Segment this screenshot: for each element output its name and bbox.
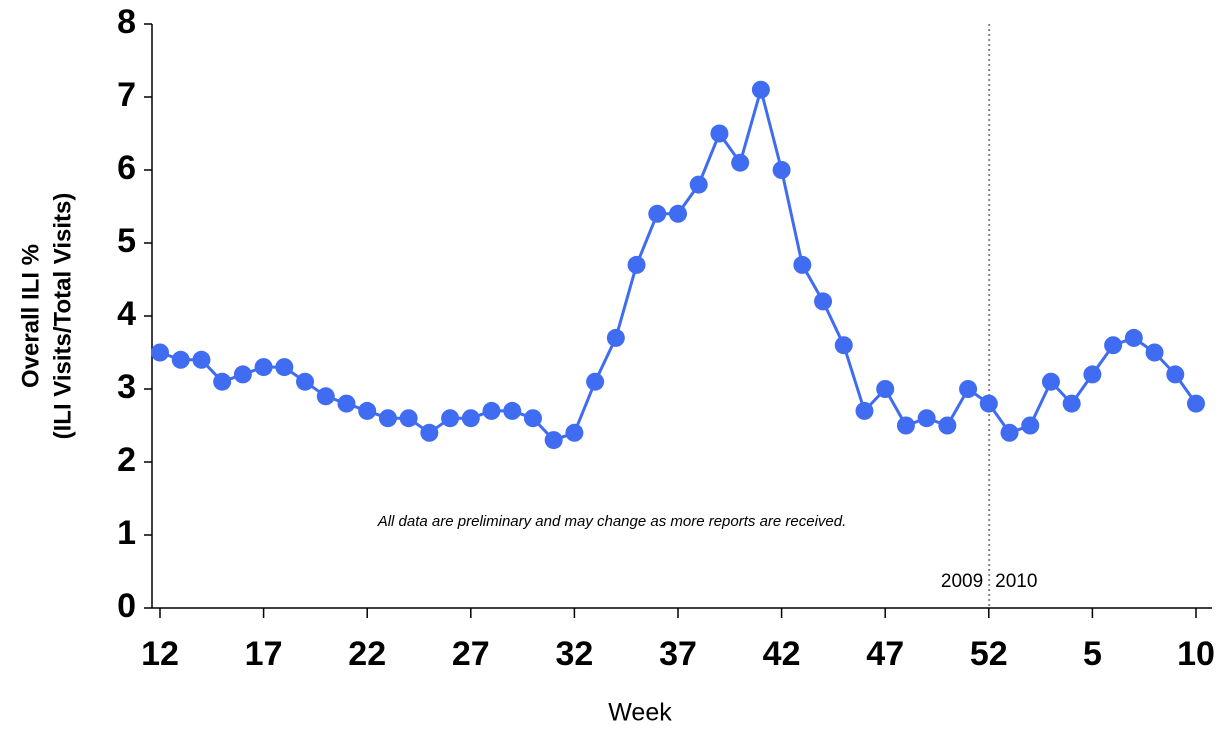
data-point (565, 423, 584, 442)
x-tick-label: 37 (659, 635, 697, 673)
data-point (710, 124, 729, 143)
x-tick-label: 27 (452, 635, 490, 673)
year-label: 2009 (941, 571, 983, 592)
year-label: 2010 (995, 571, 1037, 592)
data-point (669, 204, 687, 223)
y-tick-label: 8 (117, 3, 136, 41)
note: All data are preliminary and may change … (377, 513, 847, 530)
y-tick-label: 3 (117, 368, 136, 406)
data-point (461, 409, 480, 428)
data-point (1021, 416, 1040, 435)
data-point (731, 153, 750, 172)
data-point (586, 372, 605, 391)
data-point (834, 336, 853, 355)
data-point (876, 380, 895, 398)
y-axis-title: (ILI Visits/Total Visits) (49, 193, 76, 440)
data-point (1145, 343, 1164, 362)
data-point (171, 350, 190, 369)
x-tick-label: 52 (970, 635, 1008, 673)
data-point (213, 372, 232, 391)
data-point (689, 175, 708, 194)
data-point (938, 416, 957, 435)
x-tick-label: 10 (1177, 635, 1215, 673)
data-point (378, 409, 397, 428)
x-axis-title: Week (608, 699, 672, 727)
data-point (544, 431, 563, 450)
data-point (358, 401, 377, 420)
data-point (254, 358, 273, 377)
data-point (296, 372, 315, 391)
x-tick-label: 5 (1083, 635, 1102, 673)
data-point (1187, 394, 1205, 413)
data-point (751, 80, 770, 99)
data-point (1062, 394, 1081, 413)
data-point (917, 409, 936, 428)
data-point (627, 255, 646, 274)
data-point (1041, 372, 1060, 391)
data-point (275, 358, 294, 377)
data-point (959, 380, 978, 398)
y-axis-title: Overall ILI % (17, 244, 44, 388)
data-point (772, 161, 791, 179)
x-tick-label: 12 (141, 635, 179, 673)
x-tick-label: 17 (245, 635, 283, 673)
data-point (793, 255, 812, 274)
data-point (192, 350, 211, 369)
data-point (337, 394, 356, 413)
data-point (523, 409, 542, 428)
x-tick-label: 47 (866, 635, 904, 673)
y-tick-label: 2 (117, 441, 136, 479)
series-line (159, 83, 1198, 442)
data-point (1166, 365, 1185, 384)
y-tick-label: 7 (117, 76, 136, 114)
data-point (1104, 336, 1123, 355)
data-point (316, 387, 335, 406)
data-point (420, 423, 439, 442)
data-point (855, 401, 874, 420)
data-point (503, 401, 522, 420)
data-point (441, 409, 460, 428)
data-point (814, 292, 833, 311)
data-point (1124, 328, 1143, 347)
y-tick-label: 0 (117, 587, 136, 625)
x-tick-label: 42 (763, 635, 801, 673)
data-point (979, 394, 998, 413)
data-point (606, 328, 625, 347)
y-tick-label: 1 (117, 514, 136, 552)
data-point (233, 365, 252, 384)
data-point (1083, 365, 1102, 384)
y-tick-label: 4 (117, 295, 136, 333)
data-point (399, 409, 418, 428)
data-point (151, 343, 169, 362)
x-tick-label: 32 (555, 635, 593, 673)
data-point (896, 416, 915, 435)
data-point (1000, 423, 1019, 442)
y-tick-label: 6 (117, 149, 136, 187)
data-point (482, 401, 501, 420)
y-tick-label: 5 (117, 222, 136, 260)
data-point (648, 204, 667, 223)
x-tick-label: 22 (348, 635, 386, 673)
